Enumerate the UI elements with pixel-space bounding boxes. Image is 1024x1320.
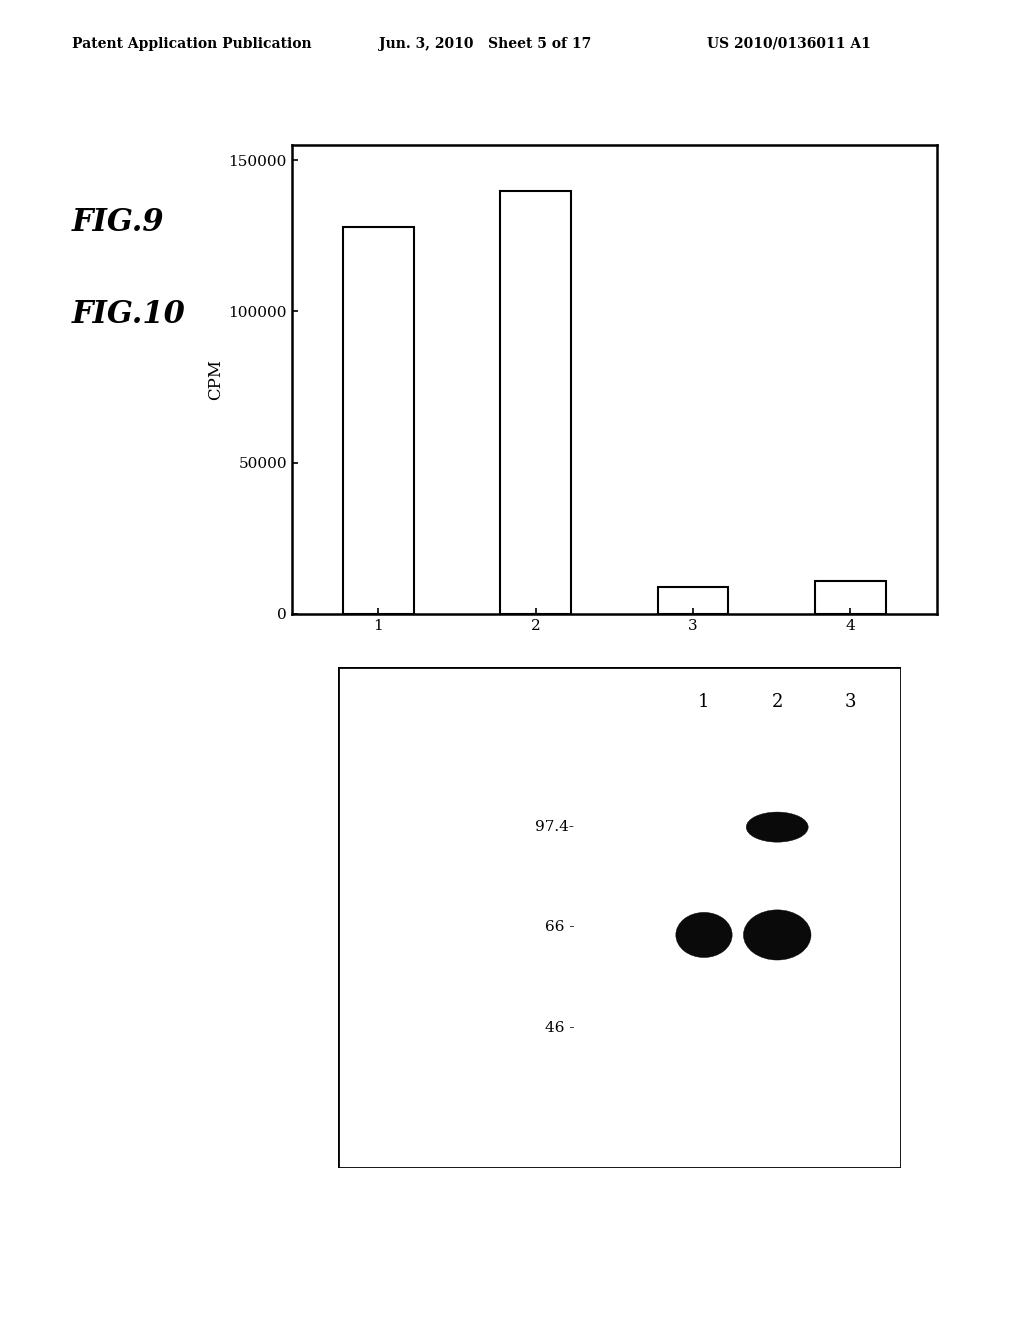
Text: 66 -: 66 - [545, 920, 574, 935]
Text: 3: 3 [845, 693, 856, 710]
Text: Jun. 3, 2010   Sheet 5 of 17: Jun. 3, 2010 Sheet 5 of 17 [379, 37, 591, 50]
Ellipse shape [676, 912, 732, 957]
Bar [815, 581, 886, 614]
Text: 46 -: 46 - [545, 1020, 574, 1035]
Bar [501, 190, 571, 614]
Ellipse shape [746, 812, 808, 842]
Y-axis label: CPM: CPM [207, 359, 224, 400]
Text: FIG.10: FIG.10 [72, 300, 185, 330]
Bar [657, 586, 728, 614]
Text: 2: 2 [771, 693, 783, 710]
Bar [343, 227, 414, 614]
Text: FIG.9: FIG.9 [72, 207, 164, 238]
Text: Patent Application Publication: Patent Application Publication [72, 37, 311, 50]
Text: 1: 1 [698, 693, 710, 710]
Ellipse shape [743, 909, 811, 960]
Text: 97.4-: 97.4- [536, 820, 574, 834]
Text: US 2010/0136011 A1: US 2010/0136011 A1 [707, 37, 870, 50]
